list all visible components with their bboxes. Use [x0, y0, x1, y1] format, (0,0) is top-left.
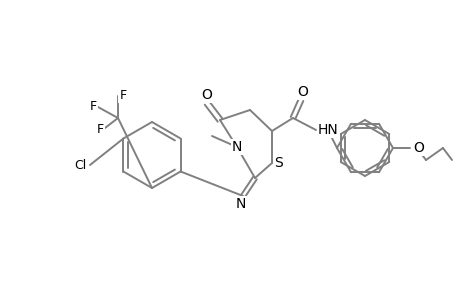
Text: N: N	[235, 197, 246, 211]
Text: Cl: Cl	[74, 158, 86, 172]
Text: O: O	[201, 88, 212, 102]
Text: F: F	[89, 100, 96, 112]
Text: HN: HN	[317, 123, 338, 137]
Text: S: S	[274, 156, 283, 170]
Text: N: N	[231, 140, 241, 154]
Text: O: O	[412, 141, 423, 155]
Text: F: F	[96, 122, 103, 136]
Text: F: F	[119, 88, 126, 101]
Text: O: O	[297, 85, 308, 99]
